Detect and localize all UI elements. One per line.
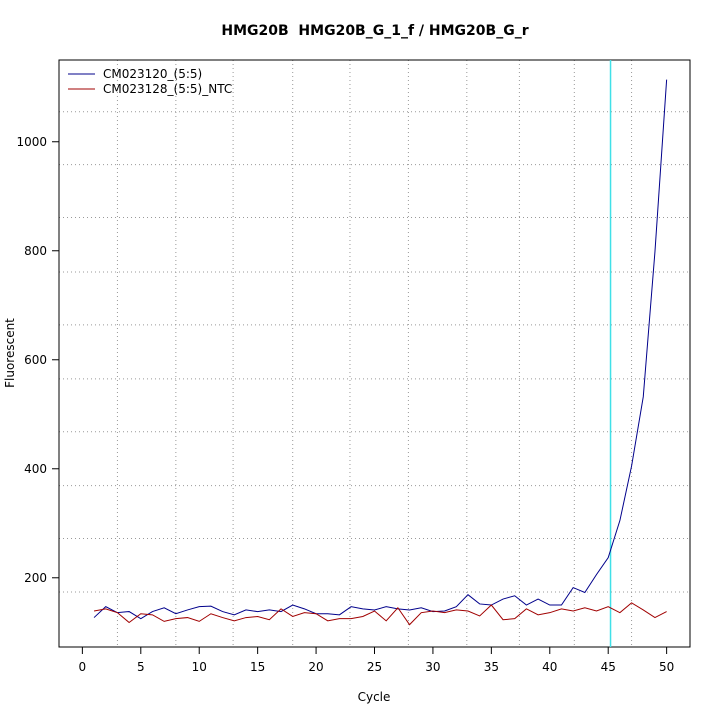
x-tick-label: 25	[367, 660, 382, 674]
x-axis-label: Cycle	[358, 690, 391, 704]
x-tick-label: 50	[659, 660, 674, 674]
x-tick-label: 10	[192, 660, 207, 674]
x-tick-label: 5	[137, 660, 145, 674]
series-line	[93, 602, 667, 626]
x-tick-label: 35	[484, 660, 499, 674]
y-tick-label: 1000	[16, 135, 47, 149]
y-axis-label: Fluorescent	[3, 318, 17, 388]
plot-frame	[58, 59, 691, 648]
x-tick-label: 15	[250, 660, 265, 674]
x-tick-label: 30	[425, 660, 440, 674]
y-tick-label: 800	[24, 244, 47, 258]
y-tick-label: 200	[24, 571, 47, 585]
x-tick-label: 45	[601, 660, 616, 674]
legend-label: CM023128_(5:5)_NTC	[103, 82, 232, 96]
series-line	[93, 79, 668, 620]
x-tick-label: 40	[542, 660, 557, 674]
legend-label: CM023120_(5:5)	[103, 67, 202, 81]
x-tick-label: 0	[79, 660, 87, 674]
x-tick-label: 20	[308, 660, 323, 674]
y-tick-label: 400	[24, 462, 47, 476]
chart-title: HMG20B HMG20B_G_1_f / HMG20B_G_r	[221, 23, 528, 39]
y-tick-label: 600	[24, 353, 47, 367]
